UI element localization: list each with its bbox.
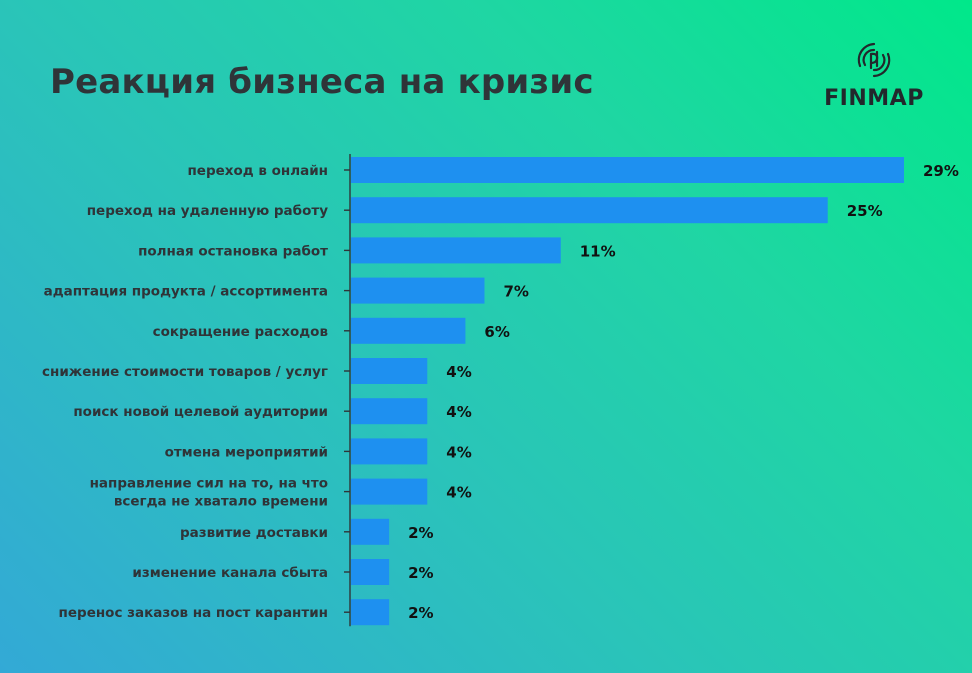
category-label: переход на удаленную работу (87, 203, 328, 219)
chart-title: Реакция бизнеса на кризис (50, 62, 594, 102)
category-label: всегда не хватало времени (114, 494, 328, 510)
finmap-logo: FINMAP (822, 40, 926, 112)
finmap-logo-text: FINMAP (824, 86, 924, 111)
bar-value-label: 2% (408, 524, 433, 542)
bar-value-label: 4% (446, 484, 471, 502)
bar (351, 237, 561, 264)
bar-value-label: 25% (847, 202, 883, 220)
bar (351, 599, 390, 626)
category-label: переход в онлайн (187, 163, 328, 179)
bar (351, 438, 428, 465)
bar-value-label: 4% (446, 363, 471, 381)
category-label: поиск новой целевой аудитории (73, 404, 328, 420)
bar-value-label: 11% (580, 242, 616, 260)
category-label: развитие доставки (180, 525, 328, 541)
category-label: отмена мероприятий (165, 444, 328, 460)
bar-value-label: 2% (408, 604, 433, 622)
bar (351, 398, 428, 425)
category-label: адаптация продукта / ассортимента (44, 284, 328, 300)
bar (351, 518, 390, 545)
bar (351, 358, 428, 384)
bar (351, 478, 428, 505)
finmap-logo-icon (857, 42, 891, 78)
category-label: сокращение расходов (153, 324, 328, 340)
bar-value-label: 2% (408, 564, 433, 582)
category-label: изменение канала сбыта (132, 565, 328, 581)
bar (351, 157, 904, 183)
category-label: перенос заказов на пост карантин (59, 605, 328, 621)
bar-value-label: 4% (446, 443, 471, 461)
bar-value-label: 7% (503, 283, 528, 301)
bar (351, 317, 466, 344)
bar (351, 277, 485, 304)
category-label: снижение стоимости товаров / услуг (42, 364, 328, 380)
bar (351, 197, 828, 224)
category-label: полная остановка работ (138, 243, 328, 259)
bar-value-label: 4% (446, 403, 471, 421)
bar-value-label: 29% (923, 162, 959, 180)
bar-value-label: 6% (484, 323, 509, 341)
category-label: направление сил на то, на что (90, 476, 328, 492)
bar (351, 559, 390, 585)
